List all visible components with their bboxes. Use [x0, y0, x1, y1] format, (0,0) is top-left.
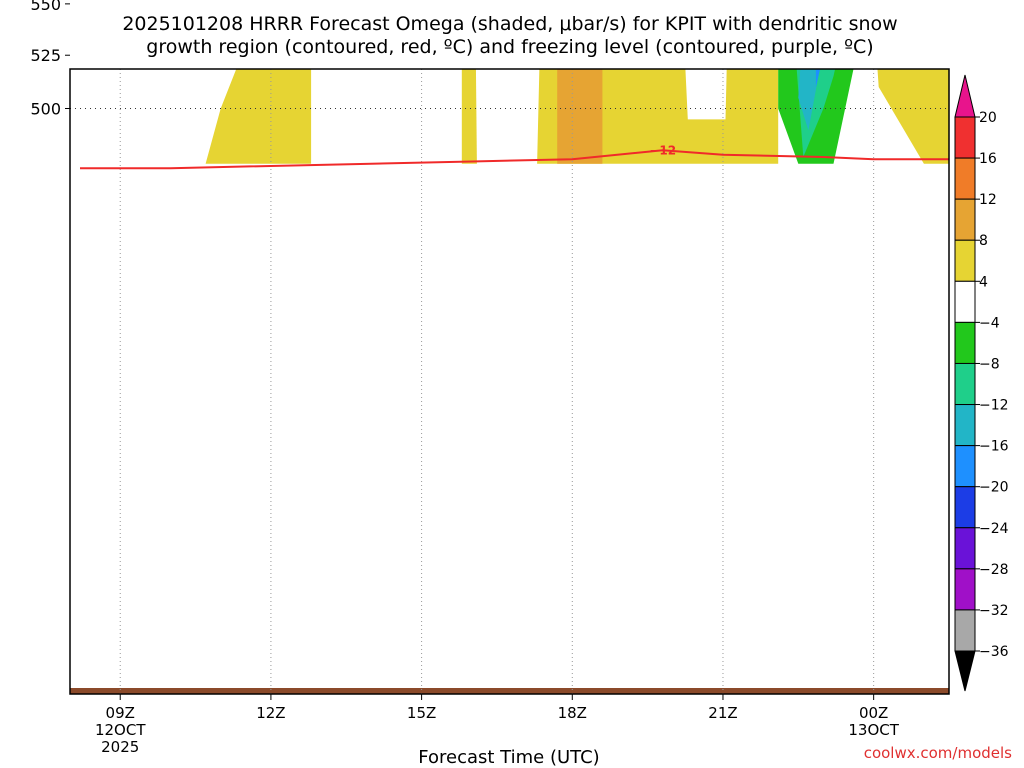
y-tick-label: 525: [30, 46, 61, 65]
chart-title-line-2: growth region (contoured, red, ºC) and f…: [146, 36, 873, 58]
plot-clip-group: −1200: [70, 69, 949, 694]
colorbar: 20 16 12 8 4 −4 −8 −12 −16 −20 −24 −28 −32 −36: [954, 74, 1009, 692]
colorbar-label: −20: [979, 480, 1009, 496]
colorbar-bin: [954, 362, 976, 406]
colorbar-bin: [954, 404, 976, 447]
x-axis-label: Forecast Time (UTC): [418, 747, 599, 768]
colorbar-label: −16: [979, 439, 1009, 455]
watermark: coolwx.com/models: [864, 744, 1012, 762]
omega-region: [461, 69, 477, 164]
colorbar-label: −12: [979, 398, 1009, 414]
x-tick-label: 2025: [101, 738, 139, 756]
colorbar-bin: [954, 527, 976, 570]
colorbar-bin: [954, 445, 976, 488]
y-tick-label: 500: [30, 100, 61, 119]
x-tick-label: 12Z: [256, 704, 285, 722]
y-tick-label: 550: [30, 0, 61, 14]
colorbar-label: −4: [979, 315, 1000, 331]
omega-region: [815, 69, 821, 87]
colorbar-bin: [954, 157, 976, 200]
colorbar-label: −28: [979, 562, 1009, 578]
colorbar-bin: [954, 568, 976, 611]
omega-region: [877, 69, 949, 164]
x-tick-label: 12OCT: [95, 721, 146, 739]
colorbar-bin: [954, 321, 976, 364]
x-tick-label: 09Z: [106, 704, 135, 722]
colorbar-label: 16: [979, 151, 997, 167]
colorbar-label: −36: [979, 644, 1009, 660]
chart-title-line-1: 2025101208 HRRR Forecast Omega (shaded, …: [122, 13, 897, 35]
omega-region: [205, 69, 312, 164]
colorbar-bin: [954, 116, 976, 159]
colorbar-bin: [954, 198, 976, 241]
x-tick-label: 13OCT: [848, 721, 899, 739]
x-tick-label: 15Z: [407, 704, 436, 722]
colorbar-label: −8: [979, 356, 1000, 372]
dgz-contour-label: −12: [649, 143, 676, 157]
plot-frame: [69, 68, 950, 695]
colorbar-bin: [954, 486, 976, 529]
colorbar-label: 4: [979, 274, 988, 290]
colorbar-label: 20: [979, 110, 997, 126]
colorbar-label: −24: [979, 521, 1009, 537]
dgz-contour-line: [80, 149, 949, 170]
colorbar-label: 8: [979, 233, 988, 249]
x-tick-label: 21Z: [708, 704, 737, 722]
plot-area: −1200: [69, 68, 950, 695]
axes: 5005255505756006256506757007257507758008…: [30, 0, 899, 756]
omega-region: [798, 69, 819, 131]
ground-strip: [70, 688, 949, 694]
colorbar-bin: [954, 239, 976, 282]
colorbar-bottom-arrow: [954, 650, 976, 692]
colorbar-bin: [954, 280, 976, 323]
colorbar-label: 12: [979, 192, 997, 208]
x-tick-label: 00Z: [859, 704, 888, 722]
omega-region: [557, 69, 603, 164]
x-tick-label: 18Z: [558, 704, 587, 722]
colorbar-label: −32: [979, 603, 1009, 619]
colorbar-top-arrow: [954, 74, 976, 118]
colorbar-bin: [954, 609, 976, 652]
